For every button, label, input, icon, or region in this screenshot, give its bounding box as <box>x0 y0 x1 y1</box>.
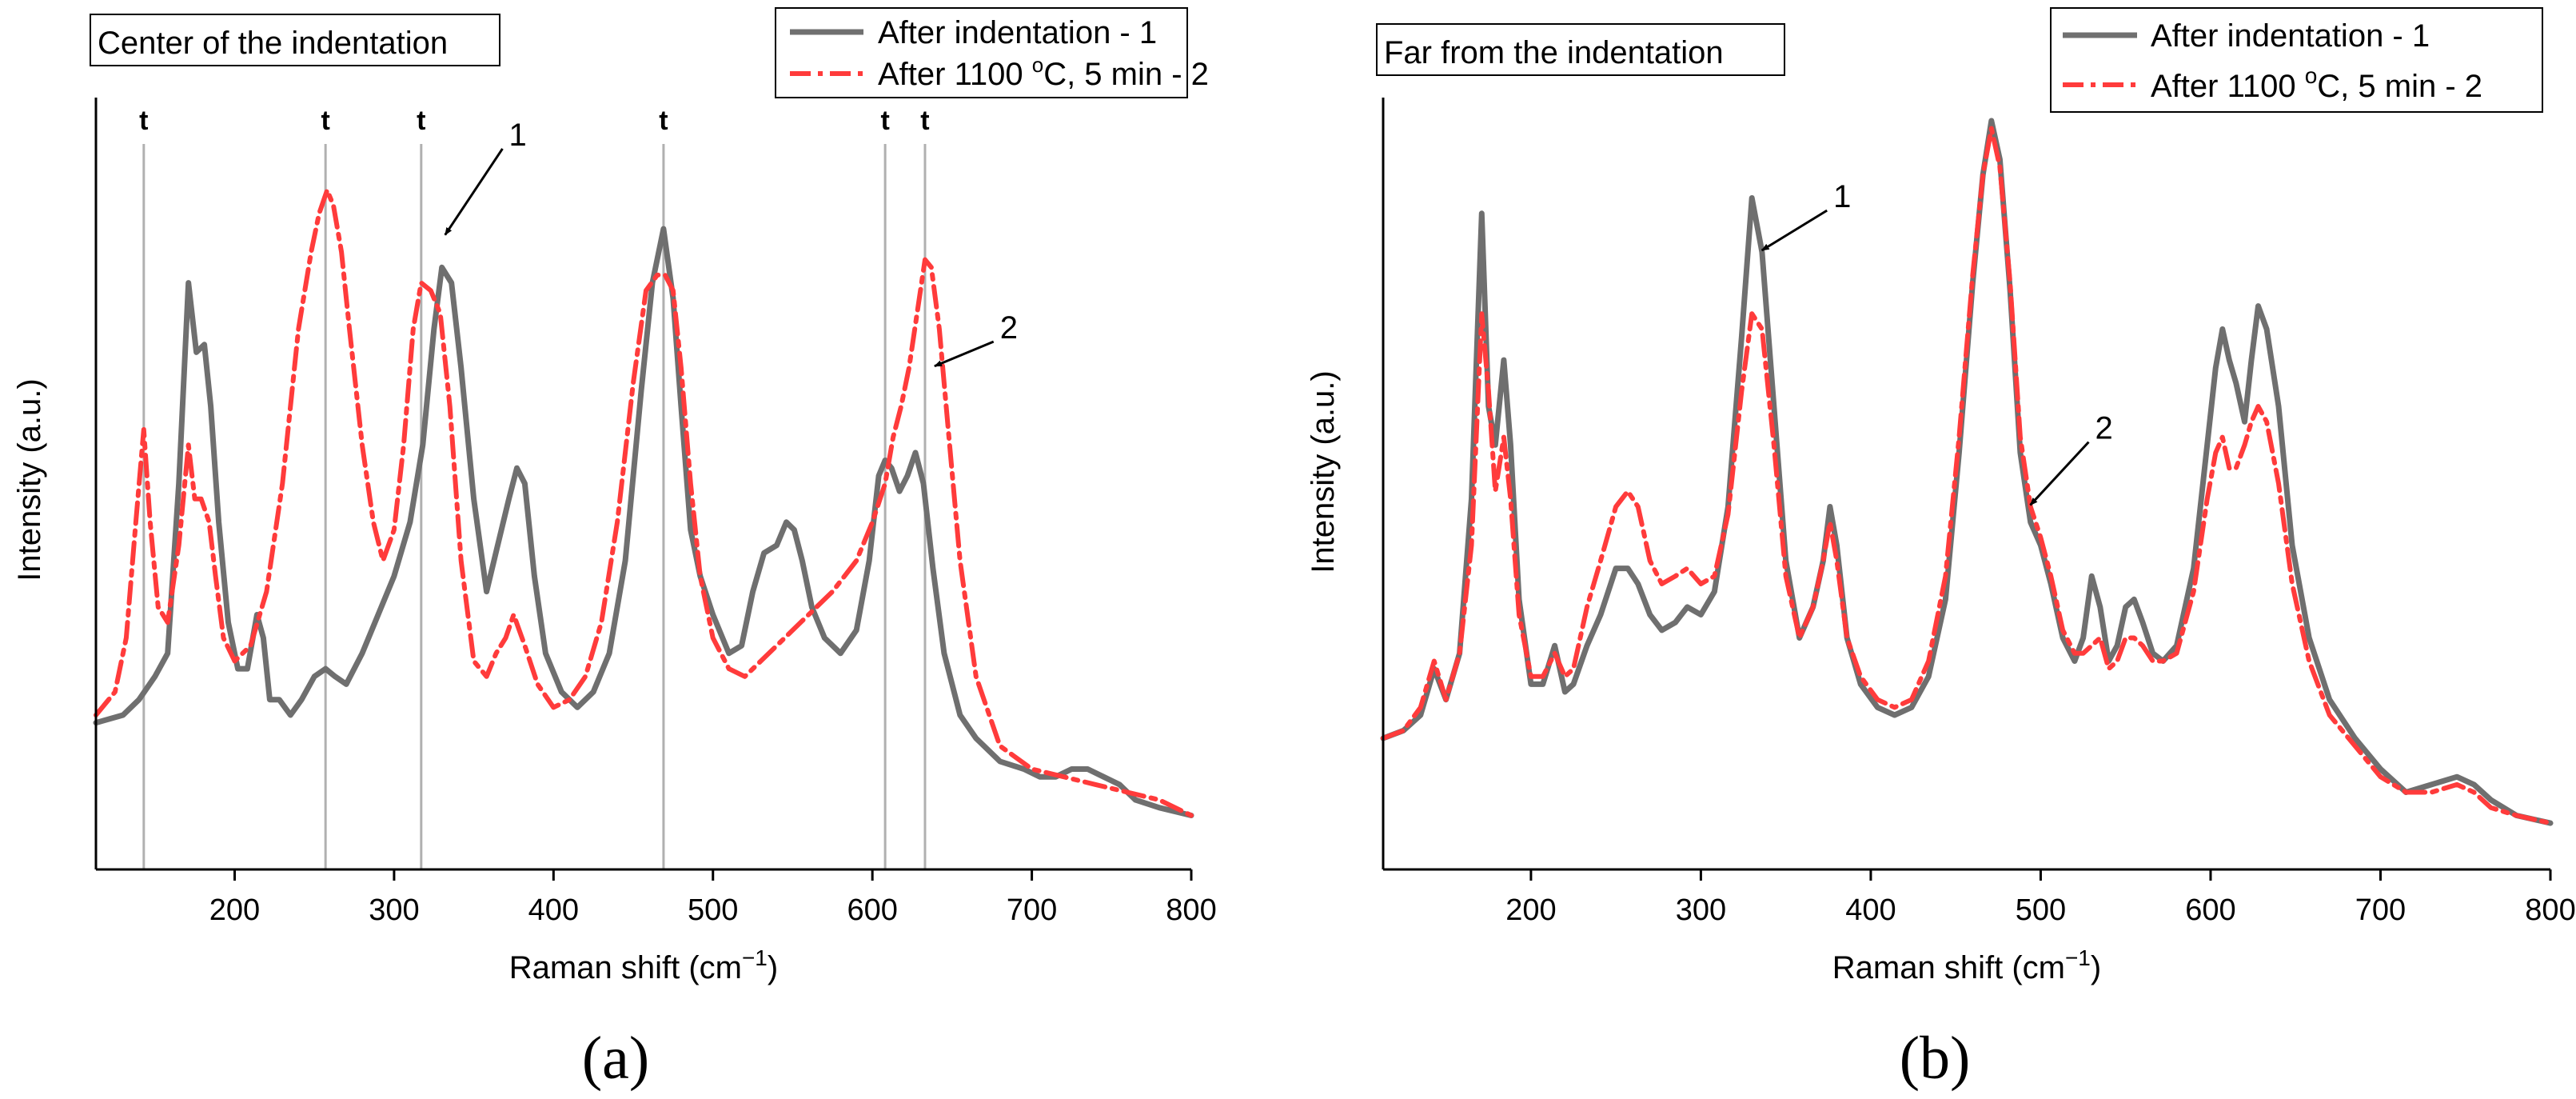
plot-lines <box>1380 118 2554 826</box>
x-tick-label-400: 400 <box>1845 893 1896 927</box>
x-tick-label-500: 500 <box>2016 893 2066 927</box>
legend-label-2-sup: o <box>2305 63 2318 88</box>
x-tick-label-700: 700 <box>2355 893 2406 927</box>
x-tick-label-600: 600 <box>847 893 897 927</box>
annotation-arrow-1 <box>1761 209 1828 252</box>
annotation-arrow-2 <box>2029 441 2090 506</box>
annotation-label-1: 1 <box>1833 179 1851 214</box>
legend-label-2: After 1100 oC, 5 min - 2 <box>2151 63 2482 104</box>
series-1-line <box>93 226 1194 818</box>
legend-label-1: After indentation - 1 <box>2151 18 2430 54</box>
plot-lines <box>93 187 1194 818</box>
reference-label-2: t <box>321 106 329 136</box>
x-ticks: 200 300 400 500 600 700 800 <box>209 869 1217 927</box>
annotation-arrow-1 <box>444 148 504 236</box>
annotation-label-2: 2 <box>1000 310 1018 346</box>
annotation-arrow-2 <box>934 340 995 368</box>
x-tick-label-200: 200 <box>209 893 260 927</box>
reference-label-6: t <box>920 106 929 136</box>
panel-a: t t t t t t 200 300 400 500 600 700 800 Raman shift… <box>12 7 1217 1092</box>
panel-title: Center of the indentation <box>98 26 448 61</box>
panel-title-box: Far from the indentation <box>1376 23 1785 76</box>
reference-label-3: t <box>417 106 425 136</box>
legend-box <box>2050 7 2543 113</box>
legend-label-2: After 1100 oC, 5 min - 2 <box>878 53 1209 92</box>
x-tick-label-800: 800 <box>2525 893 2575 927</box>
x-axis-title-main: Raman shift (cm <box>1832 950 2065 985</box>
legend-label-2-sup: o <box>1032 53 1043 77</box>
svg-text:Raman shift (cm−1): Raman shift (cm−1) <box>1832 945 2101 985</box>
x-ticks: 200 300 400 500 600 700 800 <box>1505 869 2576 927</box>
legend-label-2-post: C, 5 min - 2 <box>1043 57 1209 92</box>
annotation-label-2: 2 <box>2095 411 2112 446</box>
annotations: 12 <box>1761 179 2113 506</box>
legend: After indentation - 1 After 1100 oC, 5 m… <box>2050 7 2543 113</box>
svg-text:Raman shift (cm−1): Raman shift (cm−1) <box>509 945 778 985</box>
x-tick-label-700: 700 <box>1007 893 1057 927</box>
x-axis-title: Raman shift (cm−1) <box>1832 945 2101 985</box>
panel-title-box: Center of the indentation <box>90 14 500 66</box>
x-tick-label-300: 300 <box>1676 893 1726 927</box>
y-axis-title: Intensity (a.u.) <box>12 378 47 581</box>
x-axis-title: Raman shift (cm−1) <box>509 945 778 985</box>
panel-label-b: (b) <box>1900 1025 1971 1092</box>
legend-label-2-pre: After 1100 <box>878 57 1032 92</box>
x-tick-label-600: 600 <box>2185 893 2235 927</box>
legend-label-2-post: C, 5 min - 2 <box>2317 69 2482 104</box>
reference-lines <box>142 144 927 869</box>
reference-label-1: t <box>139 106 148 136</box>
legend-label-1: After indentation - 1 <box>878 15 1157 50</box>
series-2-line <box>1381 126 2553 826</box>
x-tick-label-300: 300 <box>369 893 419 927</box>
legend-label-2-pre: After 1100 <box>2151 69 2305 104</box>
reference-label-5: t <box>880 106 889 136</box>
panel-title: Far from the indentation <box>1384 35 1724 70</box>
panel-label-a: (a) <box>582 1025 649 1092</box>
legend: After indentation - 1 After 1100 oC, 5 m… <box>775 7 1209 98</box>
annotations: 12 <box>444 118 1018 368</box>
x-axis-title-end: ) <box>768 950 778 985</box>
x-tick-label-800: 800 <box>1166 893 1216 927</box>
y-axis-title: Intensity (a.u.) <box>1306 370 1341 573</box>
x-axis-title-sup: −1 <box>742 945 768 970</box>
series-1-line <box>1380 118 2554 826</box>
panel-b: 200 300 400 500 600 700 800 Raman shift (cm−1)… <box>1306 7 2576 1092</box>
x-axis-title-sup: −1 <box>2065 945 2091 970</box>
annotation-label-1: 1 <box>508 118 526 153</box>
x-tick-label-400: 400 <box>528 893 579 927</box>
legend-box <box>775 7 1188 98</box>
x-tick-label-500: 500 <box>688 893 738 927</box>
reference-label-4: t <box>659 106 668 136</box>
x-axis-title-end: ) <box>2091 950 2101 985</box>
series-2-line <box>94 187 1194 818</box>
x-axis-title-main: Raman shift (cm <box>509 950 742 985</box>
x-tick-label-200: 200 <box>1505 893 1556 927</box>
